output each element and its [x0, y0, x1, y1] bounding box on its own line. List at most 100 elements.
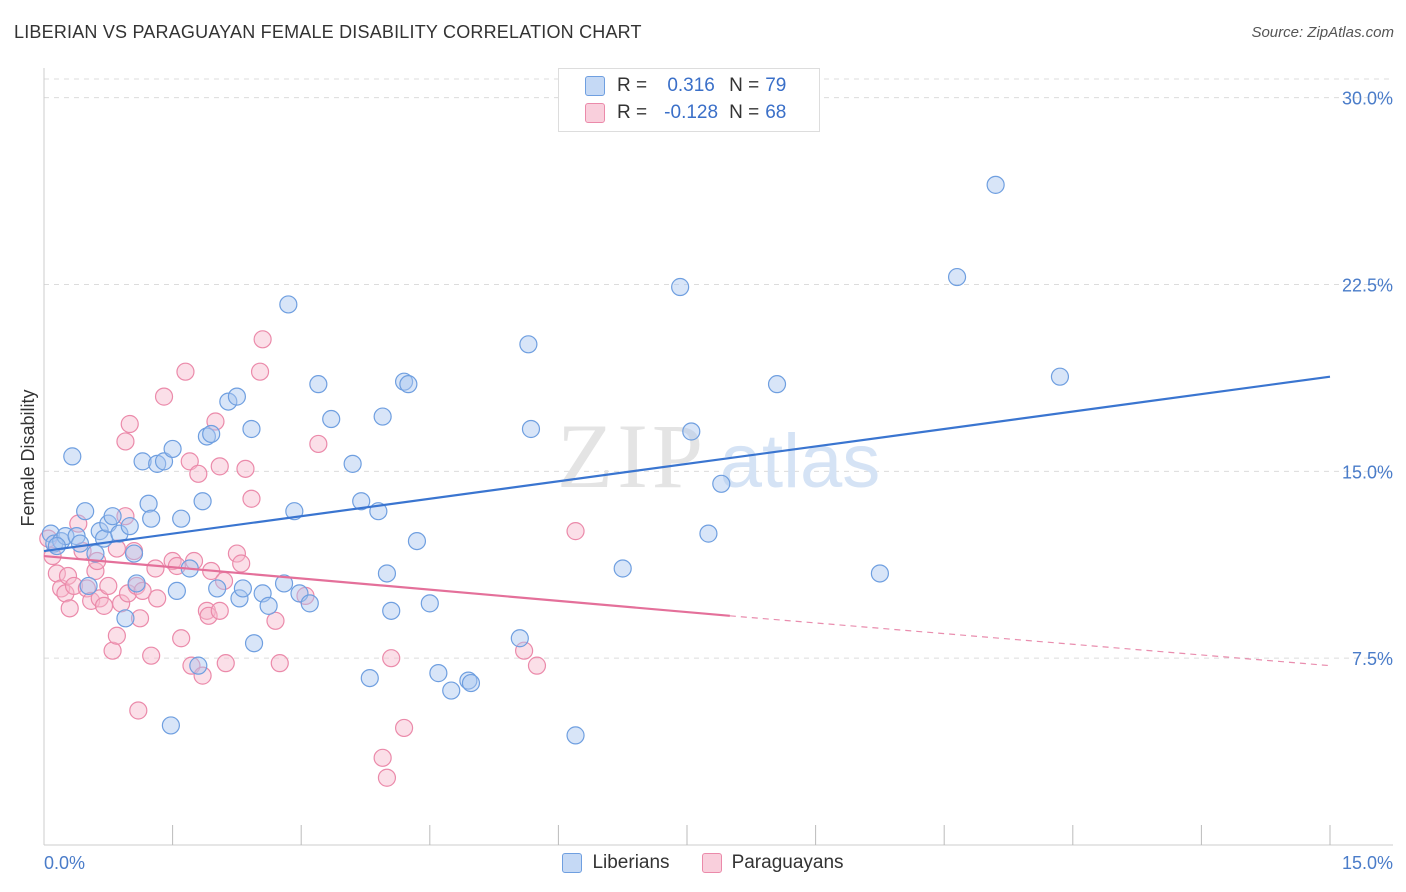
liberian-point	[233, 579, 253, 598]
trend-lines	[43, 375, 1331, 667]
liberian-point	[767, 375, 787, 394]
paraguayan-point	[373, 748, 392, 767]
watermark-atlas: atlas	[720, 419, 881, 504]
n-value-paraguayans: 68	[765, 102, 787, 123]
legend-label-liberians: Liberians	[592, 852, 670, 873]
paraguayan-point	[47, 564, 66, 583]
liberian-point	[79, 576, 98, 596]
paraguayan-point	[180, 452, 199, 471]
liberian-point	[373, 407, 392, 426]
source-label: Source: ZipAtlas.com	[1251, 24, 1394, 41]
paraguayan-point	[60, 599, 79, 618]
paraguayan-point	[94, 596, 114, 615]
paraguayan-point	[199, 606, 218, 625]
liberian-point	[407, 531, 427, 551]
liberian-point	[47, 536, 66, 556]
liberian-point	[671, 277, 690, 297]
paraguayans-trend-line	[43, 554, 730, 617]
blue-swatch	[585, 76, 605, 96]
liberian-point	[103, 507, 122, 526]
liberian-point	[442, 681, 461, 700]
paraguayan-point	[210, 601, 229, 620]
r-value-paraguayans: -0.128	[664, 102, 719, 123]
paraguayan-point	[210, 457, 229, 476]
paraguayan-point	[130, 609, 150, 628]
liberian-point	[202, 424, 221, 444]
paraguayan-point	[232, 554, 251, 573]
r-label: R =	[617, 75, 648, 96]
paraguayan-point	[309, 434, 328, 454]
liberian-point	[124, 544, 144, 563]
liberian-point	[870, 564, 890, 583]
paraguayan-point	[148, 589, 167, 608]
liberian-point	[510, 629, 529, 648]
liberian-point	[382, 601, 401, 620]
legend-item-liberians[interactable]: Liberians	[562, 852, 670, 874]
n-label: N =	[729, 75, 760, 96]
watermark-zip: ZIP	[557, 405, 707, 507]
paraguayan-point	[227, 544, 246, 563]
liberian-point	[519, 335, 538, 354]
liberian-point	[300, 594, 319, 613]
liberian-point	[461, 673, 481, 693]
pink-swatch	[701, 853, 722, 873]
paraguayan-point	[99, 576, 118, 596]
n-label: N =	[729, 102, 760, 123]
liberian-point	[352, 492, 371, 511]
liberian-point	[63, 447, 82, 466]
liberian-point	[120, 517, 139, 536]
paraguayan-point	[193, 666, 212, 685]
correlation-legend: R = 0.316 N = 79 R = -0.128 N = 68	[558, 68, 820, 132]
liberian-point	[420, 594, 439, 613]
x-tick-label-max: 15.0%	[1342, 853, 1393, 873]
liberian-point	[521, 419, 541, 439]
paraguayan-point	[154, 387, 174, 406]
chart-title: LIBERIAN VS PARAGUAYAN FEMALE DISABILITY…	[14, 22, 642, 42]
paraguayan-point	[394, 718, 414, 738]
y-tick-label: 7.5%	[1352, 649, 1393, 669]
liberian-point	[244, 634, 264, 653]
liberian-point	[712, 474, 731, 493]
liberian-point	[259, 596, 278, 615]
legend-label-paraguayans: Paraguayans	[731, 852, 844, 873]
liberian-point	[274, 574, 294, 593]
liberian-point	[127, 574, 146, 593]
y-tick-labels: 7.5% 15.0% 22.5% 30.0%	[1342, 89, 1393, 669]
paraguayan-point	[58, 566, 78, 586]
paraguayan-point	[253, 330, 272, 349]
paraguayan-point	[377, 768, 397, 787]
liberians-trend-line	[43, 375, 1331, 553]
paraguayan-point	[189, 464, 208, 483]
pink-swatch	[585, 103, 605, 123]
paraguayan-point	[566, 522, 585, 541]
liberian-point	[986, 175, 1005, 194]
liberian-point	[230, 589, 249, 608]
paraguayan-point	[112, 594, 131, 613]
liberian-point	[429, 664, 448, 683]
paraguayan-point	[266, 611, 285, 630]
liberians-points	[41, 175, 1070, 745]
liberian-point	[189, 656, 208, 675]
liberian-point	[682, 422, 701, 441]
liberian-point	[613, 559, 632, 578]
liberian-point	[227, 387, 246, 406]
liberian-point	[947, 267, 967, 287]
x-tick-label-min: 0.0%	[44, 853, 85, 873]
paraguayan-point	[107, 626, 126, 645]
paraguayans-trend-line-extension	[729, 615, 1331, 667]
legend-item-paraguayans[interactable]: Paraguayans	[701, 852, 844, 874]
paraguayan-point	[133, 581, 152, 601]
liberian-point	[110, 524, 129, 543]
paraguayan-point	[116, 507, 135, 526]
paraguayan-point	[216, 654, 235, 673]
liberian-point	[343, 454, 362, 473]
liberian-point	[148, 454, 167, 473]
liberian-point	[167, 581, 186, 601]
paraguayan-point	[116, 432, 135, 451]
liberian-point	[163, 439, 182, 459]
paraguayan-point	[142, 646, 161, 665]
liberian-point	[193, 492, 212, 511]
paraguayan-point	[103, 641, 122, 660]
liberian-point	[360, 668, 379, 688]
liberian-point	[161, 716, 180, 735]
